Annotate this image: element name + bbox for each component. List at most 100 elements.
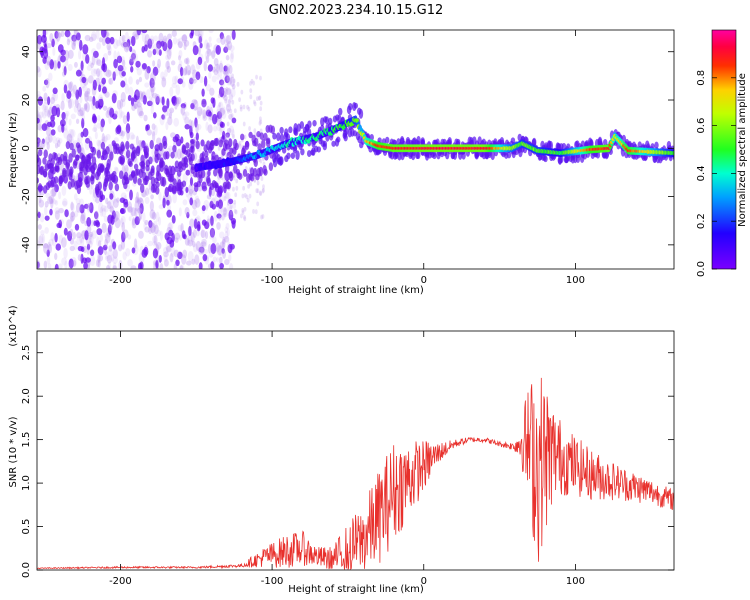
noise-speckle bbox=[224, 235, 230, 243]
noise-speckle bbox=[61, 257, 67, 266]
spectral-band-cell bbox=[148, 156, 153, 165]
spectral-band-cell bbox=[204, 150, 209, 158]
noise-speckle bbox=[43, 92, 48, 102]
noise-speckle bbox=[113, 137, 119, 143]
noise-speckle bbox=[121, 231, 126, 243]
noise-speckle bbox=[120, 91, 126, 103]
noise-speckle bbox=[101, 222, 107, 234]
noise-speckle bbox=[163, 110, 169, 117]
noise-speckle bbox=[133, 238, 138, 250]
noise-speckle bbox=[37, 110, 40, 118]
noise-speckle bbox=[223, 212, 227, 218]
noise-speckle bbox=[192, 229, 197, 238]
spectral-band-cell bbox=[125, 176, 130, 185]
noise-speckle bbox=[69, 129, 76, 138]
noise-speckle bbox=[68, 258, 74, 269]
noise-speckle bbox=[212, 256, 217, 262]
noise-speckle bbox=[86, 248, 90, 255]
noise-speckle bbox=[136, 102, 142, 108]
noise-speckle bbox=[256, 201, 260, 207]
noise-speckle bbox=[58, 218, 65, 225]
noise-speckle bbox=[243, 134, 247, 140]
spectral-band-cell bbox=[183, 157, 189, 166]
noise-speckle bbox=[72, 36, 77, 47]
noise-speckle bbox=[259, 100, 263, 106]
noise-speckle bbox=[84, 139, 91, 151]
noise-speckle bbox=[231, 220, 236, 229]
noise-speckle bbox=[79, 204, 85, 214]
noise-speckle bbox=[37, 123, 42, 131]
spectral-band-cell bbox=[211, 179, 217, 188]
noise-speckle bbox=[73, 104, 78, 113]
spectral-band-cell bbox=[228, 171, 234, 182]
noise-speckle bbox=[113, 166, 119, 172]
noise-speckle bbox=[249, 94, 253, 100]
noise-speckle bbox=[213, 58, 219, 66]
noise-speckle bbox=[219, 32, 224, 40]
noise-speckle bbox=[64, 112, 69, 121]
noise-speckle bbox=[71, 39, 76, 45]
noise-speckle bbox=[207, 169, 211, 177]
spectral-band-cell bbox=[97, 181, 102, 191]
noise-speckle bbox=[74, 97, 79, 109]
noise-speckle bbox=[221, 212, 225, 221]
spectral-band-cell bbox=[595, 151, 601, 159]
noise-speckle bbox=[130, 210, 134, 218]
noise-speckle bbox=[135, 157, 139, 165]
noise-speckle bbox=[122, 229, 129, 239]
spectral-band-cell bbox=[322, 143, 327, 151]
noise-speckle bbox=[226, 228, 230, 237]
noise-speckle bbox=[58, 234, 64, 244]
noise-speckle bbox=[44, 105, 49, 113]
noise-speckle bbox=[127, 259, 133, 267]
noise-speckle bbox=[221, 238, 226, 249]
noise-speckle bbox=[208, 30, 214, 34]
noise-speckle bbox=[185, 64, 192, 76]
noise-speckle bbox=[220, 35, 226, 46]
spectral-band-cell bbox=[338, 107, 343, 116]
noise-speckle bbox=[202, 112, 208, 122]
noise-speckle bbox=[165, 60, 170, 70]
noise-speckle bbox=[165, 54, 169, 61]
noise-speckle bbox=[176, 148, 182, 160]
noise-speckle bbox=[208, 71, 212, 79]
noise-speckle bbox=[130, 265, 137, 269]
noise-speckle bbox=[218, 256, 223, 264]
noise-speckle bbox=[178, 37, 184, 49]
noise-speckle bbox=[259, 128, 263, 134]
noise-speckle bbox=[194, 198, 201, 208]
spectral-band-cell bbox=[73, 158, 78, 166]
spectral-band-cell bbox=[214, 137, 220, 147]
noise-speckle bbox=[103, 215, 109, 223]
noise-speckle bbox=[76, 232, 82, 239]
noise-speckle bbox=[210, 220, 215, 228]
noise-speckle bbox=[258, 190, 262, 196]
noise-speckle bbox=[167, 116, 173, 126]
noise-speckle bbox=[259, 106, 263, 112]
noise-speckle bbox=[93, 123, 97, 133]
noise-speckle bbox=[149, 77, 155, 89]
spectral-band-cell bbox=[186, 149, 191, 158]
noise-speckle bbox=[238, 144, 242, 149]
noise-speckle bbox=[219, 262, 224, 269]
spectral-band-cell bbox=[38, 149, 43, 157]
noise-speckle bbox=[44, 61, 50, 71]
noise-speckle bbox=[47, 263, 52, 269]
noise-speckle bbox=[79, 95, 83, 104]
noise-speckle bbox=[231, 129, 235, 138]
noise-speckle bbox=[239, 104, 243, 110]
noise-speckle bbox=[153, 234, 158, 246]
noise-speckle bbox=[205, 83, 211, 92]
spectral-band-cell bbox=[200, 169, 206, 179]
noise-speckle bbox=[89, 255, 96, 267]
noise-speckle bbox=[151, 235, 157, 244]
noise-speckle bbox=[118, 35, 124, 46]
noise-speckle bbox=[70, 256, 77, 266]
noise-speckle bbox=[229, 92, 234, 103]
noise-speckle bbox=[190, 120, 194, 129]
spectral-band-cell bbox=[300, 148, 305, 156]
noise-speckle bbox=[128, 216, 132, 222]
noise-speckle bbox=[209, 227, 216, 238]
spectral-band-cell bbox=[242, 169, 248, 177]
noise-speckle bbox=[225, 103, 232, 112]
